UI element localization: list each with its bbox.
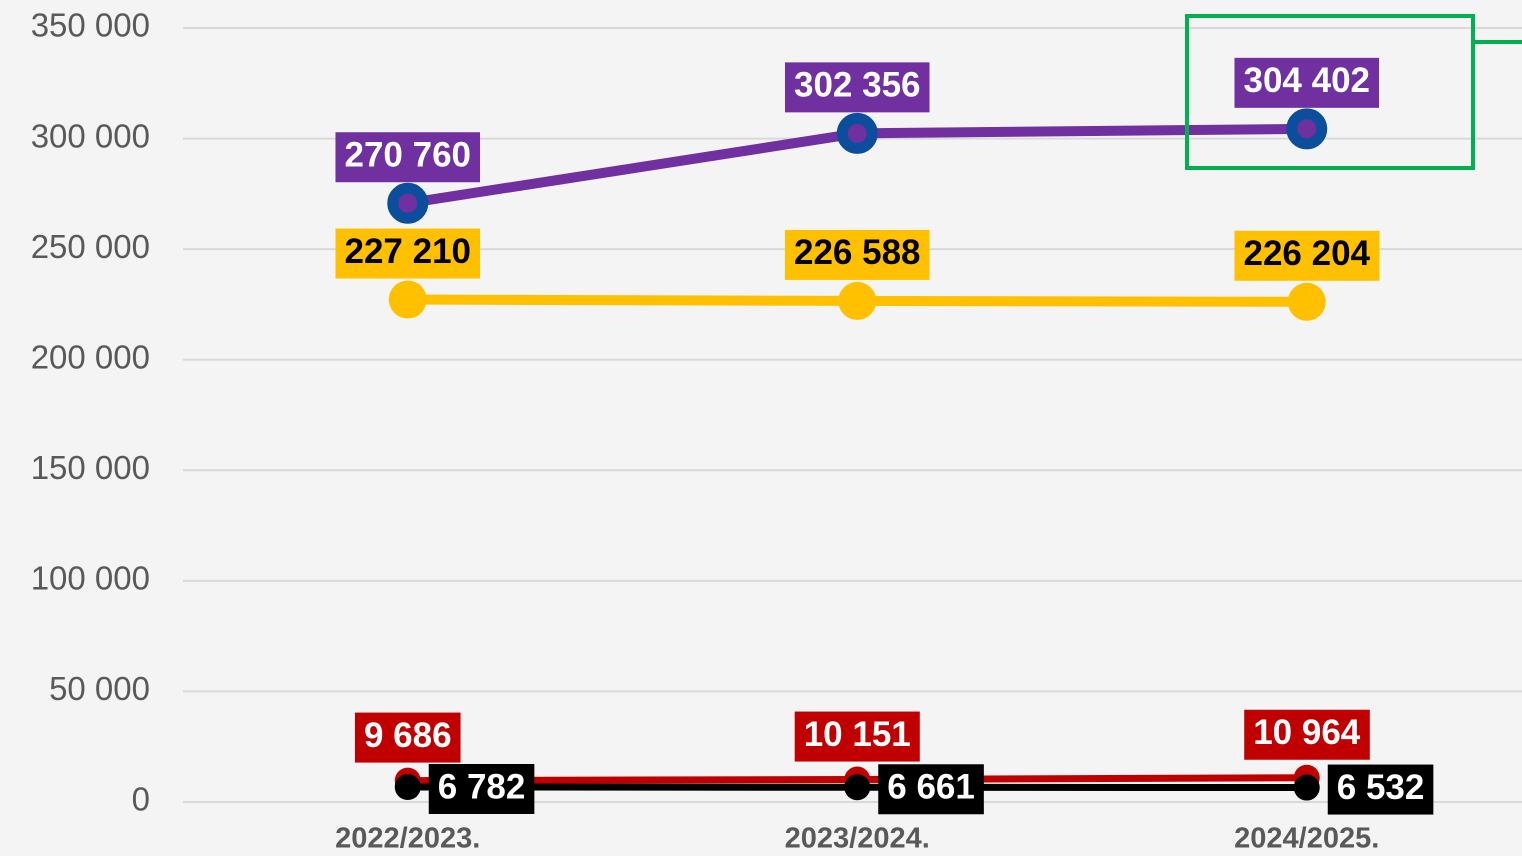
value-label-bg (784, 62, 930, 113)
x-tick-label: 2024/2025. (1234, 823, 1379, 855)
value-label: 6 532 (1337, 768, 1425, 807)
marker (388, 280, 427, 319)
value-label: 302 356 (794, 66, 921, 105)
marker (844, 774, 871, 801)
y-tick-label: 350 000 (31, 7, 150, 44)
value-label-bg (354, 712, 461, 763)
value-label-bg (428, 764, 535, 815)
marker (838, 281, 877, 320)
value-label-bg (335, 228, 481, 279)
value-label-bg (1327, 764, 1434, 815)
x-tick-label: 2023/2024. (785, 823, 930, 855)
value-label-bg (335, 132, 481, 183)
value-label-bg (1234, 230, 1380, 281)
value-label: 6 661 (887, 768, 975, 807)
value-label-bg (1234, 57, 1380, 108)
value-label-bg (784, 229, 930, 280)
marker (394, 774, 421, 801)
y-tick-label: 250 000 (31, 228, 150, 265)
y-tick-label: 200 000 (31, 338, 150, 375)
value-label: 10 964 (1253, 713, 1361, 752)
grid: 0 50 000 100 000 150 000 200 000 250 000 300 0… (31, 7, 1522, 855)
value-label: 226 588 (794, 233, 921, 272)
marker (387, 182, 429, 224)
lines (387, 108, 1328, 801)
y-tick-label: 0 (132, 781, 150, 818)
y-tick-label: 150 000 (31, 449, 150, 486)
y-tick-label: 300 000 (31, 117, 150, 154)
value-label: 6 782 (438, 767, 526, 806)
highlight-box (1185, 14, 1475, 170)
value-label: 304 402 (1243, 61, 1370, 100)
marker (1287, 282, 1326, 321)
value-label: 270 760 (344, 135, 471, 174)
y-tick-label: 50 000 (49, 670, 150, 707)
value-label-bg (794, 711, 920, 762)
value-label: 227 210 (344, 232, 471, 271)
x-tick-label: 2022/2023. (335, 823, 480, 855)
value-label: 10 151 (804, 715, 911, 754)
value-label-bg (1244, 709, 1370, 760)
value-label: 226 204 (1243, 234, 1370, 273)
marker (836, 112, 878, 154)
marker (1286, 108, 1328, 150)
marker (1293, 774, 1320, 801)
value-label-bg (878, 764, 984, 815)
value-label: 9 686 (364, 716, 452, 755)
y-tick-label: 100 000 (31, 560, 150, 597)
labels: 270 760 302 356 304 402 227 210 226 588 226 2… (335, 57, 1434, 815)
